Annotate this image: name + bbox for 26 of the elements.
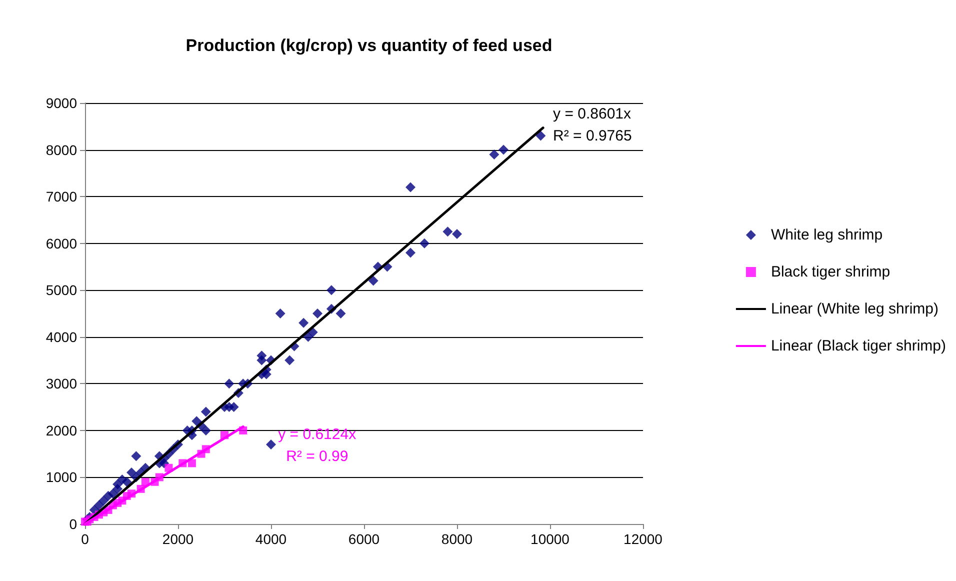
y-tick-label: 4000 (46, 328, 78, 345)
legend-label: Linear (Black tiger shrimp) (770, 338, 946, 354)
legend-label: Black tiger shrimp (770, 264, 890, 280)
y-tick-label: 0 (69, 516, 78, 532)
x-tick-label: 0 (81, 531, 90, 547)
y-tick-label: 9000 (46, 95, 78, 111)
x-tick-label: 10000 (530, 531, 570, 547)
x-tick-label: 12000 (624, 531, 663, 547)
y-tick-label: 3000 (46, 376, 78, 392)
legend-label: White leg shrimp (770, 226, 883, 244)
annotation: y = 0.6124x (278, 426, 357, 444)
annotation: y = 0.8601x (553, 105, 632, 122)
chart-title: Production (kg/crop) vs quantity of feed used (186, 36, 552, 55)
y-tick-label: 5000 (46, 282, 78, 298)
annotation: R² = 0.9765 (553, 127, 632, 144)
y-tick-label: 8000 (46, 142, 78, 158)
y-tick-label: 1000 (46, 469, 78, 486)
x-tick-label: 2000 (162, 531, 194, 547)
y-tick-label: 7000 (46, 188, 78, 205)
x-tick-label: 8000 (441, 531, 473, 547)
x-tick-label: 6000 (348, 531, 380, 547)
y-tick-label: 2000 (46, 422, 78, 438)
y-tick-label: 6000 (46, 235, 78, 252)
x-tick-label: 4000 (255, 531, 287, 547)
annotation: R² = 0.99 (286, 448, 348, 466)
legend-label: Linear (White leg shrimp) (770, 300, 939, 318)
